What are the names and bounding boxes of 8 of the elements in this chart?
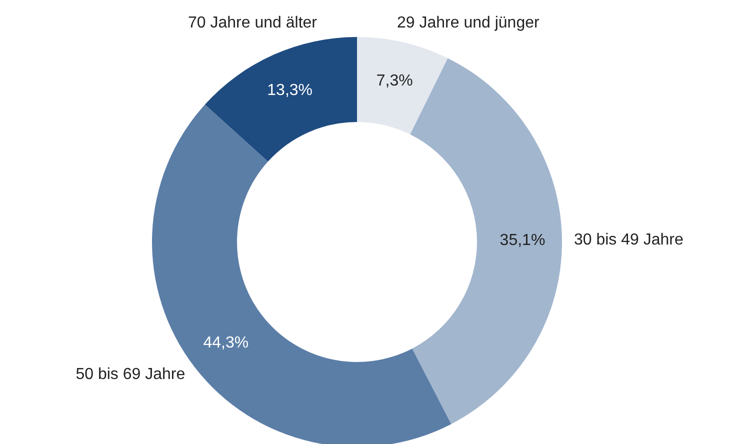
slice-label: 29 Jahre und jünger [397, 14, 540, 32]
data-label: 7,3% [376, 72, 413, 90]
slice-label: 70 Jahre und älter [188, 14, 318, 32]
data-label: 44,3% [203, 334, 249, 352]
slice-label: 30 bis 49 Jahre [574, 231, 684, 248]
slice-label: 50 bis 69 Jahre [76, 366, 186, 383]
data-label: 35,1% [500, 232, 546, 249]
data-label: 13,3% [267, 82, 313, 100]
